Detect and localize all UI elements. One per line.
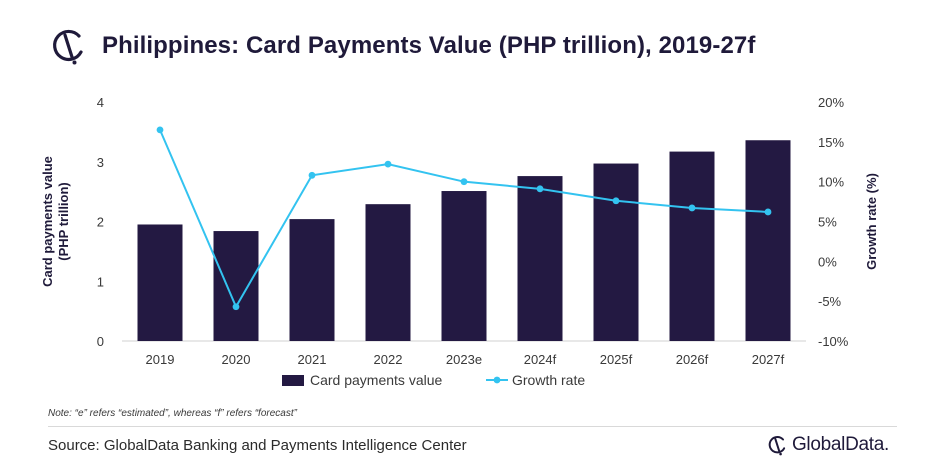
growth-rate-point <box>688 204 696 212</box>
x-tick-label: 2023e <box>446 352 482 367</box>
growth-rate-point <box>232 303 240 311</box>
x-tick-label: 2026f <box>676 352 709 367</box>
bar <box>745 140 791 341</box>
globaldata-mark-icon <box>53 29 83 65</box>
bar <box>593 163 639 341</box>
growth-rate-point <box>536 185 544 193</box>
footer-divider <box>48 426 897 427</box>
x-tick-label: 2027f <box>752 352 785 367</box>
bar <box>213 231 259 341</box>
brand: GlobalData. <box>766 434 889 456</box>
left-tick-label: 2 <box>97 215 104 230</box>
growth-rate-point <box>156 126 164 134</box>
legend-bar-swatch <box>282 375 304 386</box>
growth-rate-point <box>384 160 392 168</box>
right-tick-label: 5% <box>818 215 837 230</box>
right-tick-label: 0% <box>818 254 837 269</box>
x-tick-label: 2025f <box>600 352 633 367</box>
x-tick-label: 2019 <box>146 352 175 367</box>
right-tick-label: 20% <box>818 95 844 110</box>
globaldata-logo-icon <box>768 436 786 456</box>
left-tick-label: 1 <box>97 274 104 289</box>
combo-chart: 0 1 2 3 4 -10% -5% 0% 5% 10% 15% 20% 2019 2020 2021 202… <box>40 95 879 388</box>
growth-rate-point <box>460 178 468 186</box>
left-axis-title-line: Card payments value <box>40 156 55 287</box>
bar <box>289 219 335 341</box>
bar <box>137 224 183 341</box>
legend-bar-label: Card payments value <box>310 372 443 388</box>
x-tick-label: 2024f <box>524 352 557 367</box>
right-tick-label: 10% <box>818 175 844 190</box>
chart-header: Philippines: Card Payments Value (PHP tr… <box>48 26 755 66</box>
x-tick-label: 2021 <box>298 352 327 367</box>
right-tick-label: -5% <box>818 294 842 309</box>
bar <box>517 176 563 341</box>
page-title: Philippines: Card Payments Value (PHP tr… <box>102 32 756 59</box>
x-tick-label: 2020 <box>222 352 251 367</box>
brand-name: GlobalData. <box>791 434 889 455</box>
x-tick-label: 2022 <box>374 352 403 367</box>
source-text: Source: GlobalData Banking and Payments … <box>48 437 467 454</box>
bar <box>441 191 487 341</box>
growth-rate-point <box>764 208 772 216</box>
growth-rate-point <box>308 171 316 179</box>
legend-line-marker <box>493 376 501 384</box>
right-tick-label: 15% <box>818 135 844 150</box>
left-tick-label: 4 <box>97 95 104 110</box>
bar <box>669 151 715 341</box>
left-axis-title-line: (PHP trillion) <box>56 182 71 260</box>
bar <box>365 204 411 341</box>
growth-rate-point <box>612 197 620 205</box>
legend-line-label: Growth rate <box>512 372 585 388</box>
footnote: Note: “e” refers “estimated”, whereas “f… <box>48 408 297 419</box>
left-tick-label: 0 <box>97 334 104 349</box>
right-tick-label: -10% <box>818 334 849 349</box>
right-axis-title: Growth rate (%) <box>864 173 879 270</box>
left-axis-title: Card payments value(PHP trillion) <box>40 156 71 287</box>
left-tick-label: 3 <box>97 155 104 170</box>
